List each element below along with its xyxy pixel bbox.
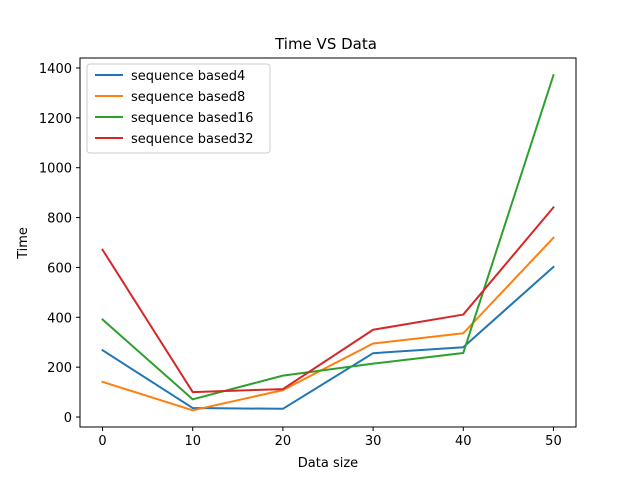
legend-label-0: sequence based4 — [131, 69, 245, 84]
legend-label-2: sequence based16 — [131, 111, 254, 126]
x-axis-label: Data size — [298, 456, 358, 471]
x-axis-ticks: 0 10 20 30 40 50 — [98, 427, 562, 449]
legend: sequence based4 sequence based8 sequence b… — [86, 63, 271, 154]
series-line-0 — [101, 265, 555, 410]
y-tick-label-2: 400 — [47, 311, 72, 326]
y-tick-label-3: 600 — [47, 261, 72, 276]
plot-area — [79, 57, 577, 428]
legend-label-1: sequence based8 — [131, 90, 245, 105]
y-axis-label: Time — [16, 227, 31, 260]
series-line-1 — [101, 236, 555, 412]
y-tick-label-5: 1000 — [39, 162, 72, 177]
x-tick-label-0: 0 — [98, 434, 106, 449]
y-axis-ticks: 0 200 400 600 800 1000 1200 1400 — [39, 62, 80, 426]
x-tick-label-4: 40 — [455, 434, 472, 449]
series-line-3 — [101, 205, 555, 394]
y-tick-label-6: 1200 — [39, 112, 72, 127]
x-tick-label-3: 30 — [365, 434, 382, 449]
chart-title: Time VS Data — [274, 35, 377, 53]
y-tick-label-4: 800 — [47, 212, 72, 227]
legend-entries: sequence based4 sequence based8 sequence b… — [95, 69, 254, 147]
y-tick-label-1: 200 — [47, 361, 72, 376]
y-tick-label-7: 1400 — [39, 62, 72, 77]
x-tick-label-1: 10 — [184, 434, 201, 449]
plot-frame — [79, 57, 577, 428]
x-tick-label-2: 20 — [275, 434, 292, 449]
legend-box — [86, 63, 271, 154]
x-tick-label-5: 50 — [545, 434, 562, 449]
y-tick-label-0: 0 — [64, 411, 72, 426]
series-line-2 — [101, 73, 555, 401]
series-layer — [101, 73, 555, 412]
legend-label-3: sequence based32 — [131, 132, 254, 147]
